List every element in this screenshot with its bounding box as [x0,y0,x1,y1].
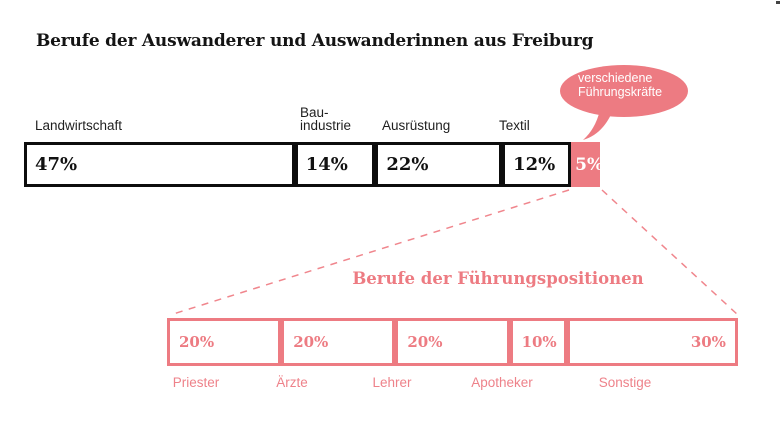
bottom-bar-value-lehrer: 20% [407,333,443,351]
top-label-ausruestung: Ausrüstung [382,118,451,133]
bottom-bar-value-sonstige: 30% [690,333,726,351]
bottom-bar-value-apotheker: 10% [521,333,557,351]
bottom-label-lehrer: Lehrer [372,375,412,390]
bottom-bar-segment-lehrer: 20% [395,318,510,366]
bottom-stacked-bar: 20% 20% 20% 10% 30% [167,318,738,366]
connector-line-right [601,189,739,316]
bottom-bar-segment-priester: 20% [167,318,282,366]
top-bar-segment-bauindustrie: 14% [294,142,376,187]
top-bar-segment-fuehrungskraefte-highlight: 5% [571,142,600,187]
top-bar-segment-landwirtschaft: 47% [24,142,295,187]
top-label-textil: Textil [499,118,530,133]
top-label-bauindustrie: Bau-industrie [300,105,352,133]
screenshot-edge-artifact [776,1,780,4]
speech-bubble-label: verschiedene Führungskräfte [578,71,663,99]
top-label-landwirtschaft: Landwirtschaft [35,118,123,133]
bottom-label-aerzte: Ärzte [276,375,308,390]
top-stacked-bar: 47% 14% 22% 12% 5% [24,142,600,187]
top-bar-segment-ausruestung: 22% [375,142,503,187]
sub-chart-title: Berufe der Führungspositionen [352,269,644,288]
bottom-label-apotheker: Apotheker [471,375,533,390]
top-bar-segment-textil: 12% [502,142,572,187]
bottom-label-sonstige: Sonstige [598,375,652,390]
speech-bubble-line-2: Führungskräfte [578,84,663,99]
zoom-connector-lines [169,189,739,316]
top-bar-value-ausruestung: 22% [386,154,429,175]
bottom-bar-segment-sonstige: 30% [566,318,738,366]
bottom-bar-value-aerzte: 20% [293,333,329,351]
bottom-bar-value-priester: 20% [179,333,215,351]
bottom-bar-segment-apotheker: 10% [509,318,567,366]
speech-bubble-line-1: verschiedene [578,71,653,85]
bottom-bar-segment-aerzte: 20% [281,318,396,366]
top-bar-value-textil: 12% [513,154,556,175]
bottom-label-priester: Priester [172,375,220,390]
top-bar-value-landwirtschaft: 47% [35,154,78,175]
speech-bubble-tail [583,110,613,140]
top-bar-value-fuehrungskraefte: 5% [575,154,600,175]
top-bar-value-bauindustrie: 14% [305,154,348,175]
connector-line-left [169,189,570,316]
main-title: Berufe der Auswanderer und Auswanderinne… [36,31,594,51]
